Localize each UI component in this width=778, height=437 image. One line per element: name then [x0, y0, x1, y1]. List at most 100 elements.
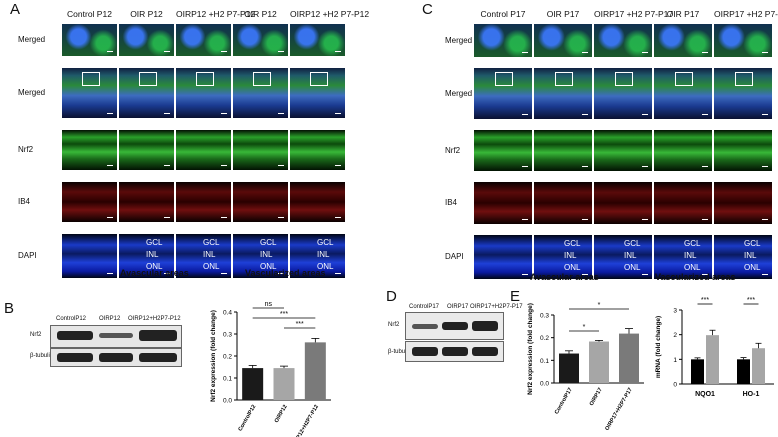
- layer-label-onl: ONL: [744, 263, 761, 272]
- panel-c-micrograph-r5c4: GCL INL ONL: [654, 235, 712, 279]
- blot-d-lane-1: ControlP17: [409, 304, 440, 310]
- layer-label-onl: ONL: [684, 263, 701, 272]
- zoom-box: [309, 72, 328, 86]
- panel-a-label: A: [10, 1, 21, 18]
- chart-b-bar-3: [304, 342, 326, 400]
- panel-c-micrograph-r2c1: [474, 68, 532, 119]
- panel-c-col-header-4: OIR P17: [666, 9, 700, 19]
- blot-b-nrf2-band-1: [57, 331, 93, 340]
- zoom-box: [195, 72, 214, 86]
- chart-e1-y-tick-label: 0.1: [540, 358, 549, 365]
- panel-c-micrograph-r5c5: GCL INL ONL: [714, 235, 772, 279]
- scale-bar: [642, 51, 648, 53]
- blot-b-label-tubulin: β-tubulin: [30, 353, 54, 359]
- chart-b-bar-2: [273, 368, 295, 400]
- chart-e2-y-axis-label: mRNA (fold change): [655, 316, 662, 378]
- scale-bar: [582, 218, 588, 220]
- chart-e2-x-tick-label: HO-1: [743, 391, 760, 398]
- layer-label-inl: INL: [146, 250, 159, 259]
- panel-a-micrograph-r5c2: GCL INL ONL: [119, 234, 174, 278]
- panel-a-col-header-4: OIR P12: [244, 9, 277, 19]
- panel-c-micrograph-r2c4: [654, 68, 712, 119]
- panel-c-micrograph-r1c4: [654, 24, 712, 57]
- panel-a-micrograph-r4c2: [119, 182, 174, 222]
- layer-label-gcl: GCL: [146, 238, 163, 247]
- scale-bar: [221, 50, 227, 52]
- panel-c-row-label-1: Merged: [445, 35, 473, 45]
- scale-bar: [107, 50, 113, 52]
- chart-e1-y-tick-label: 0.0: [540, 381, 549, 388]
- blot-b-tub-band-3: [139, 353, 177, 362]
- panel-c-col-header-5: OIRP17 +H2 P7-P17: [714, 9, 778, 19]
- panel-a-micrograph-r5c3: GCL INL ONL: [176, 234, 231, 278]
- chart-e1-y-axis-label: Nrf2 expression (fold change): [527, 303, 534, 395]
- panel-a-micrograph-r4c5: [290, 182, 345, 222]
- panel-c-label: C: [422, 1, 433, 18]
- scale-bar: [702, 51, 708, 53]
- panel-d-label: D: [386, 288, 397, 305]
- panel-a-micrograph-r4c1: [62, 182, 117, 222]
- panel-c-micrograph-r2c3: [594, 68, 652, 119]
- panel-a-col-header-2: OIR P12: [130, 9, 163, 19]
- layer-label-onl: ONL: [260, 262, 277, 271]
- panel-a-micrograph-r5c5: GCL INL ONL: [290, 234, 345, 278]
- blot-b-nrf2-band-3: [139, 330, 177, 341]
- panel-a-micrograph-r3c3: [176, 130, 231, 170]
- blot-d-tub-band-2: [442, 347, 468, 356]
- blot-b-tub-band-1: [57, 353, 93, 362]
- scale-bar: [107, 112, 113, 114]
- layer-label-gcl: GCL: [203, 238, 220, 247]
- panel-c-micrograph-r3c3: [594, 130, 652, 171]
- panel-c-vascularized-label: Vascularized areas: [655, 272, 736, 282]
- chart-e1-x-tick-label: OIRP17+H2P7-P17: [604, 387, 633, 432]
- chart-b-y-tick-label: 0.2: [223, 354, 232, 361]
- scale-bar: [582, 51, 588, 53]
- chart-b-y-tick-label: 0.4: [223, 310, 232, 317]
- chart-b-sig-label: ***: [296, 321, 304, 328]
- chart-e1-bar-1: [559, 353, 579, 383]
- scale-bar: [335, 50, 341, 52]
- panel-a-row-label-2: Merged: [18, 88, 46, 97]
- scale-bar: [582, 165, 588, 167]
- panel-c-micrograph-r3c2: [534, 130, 592, 171]
- panel-a-row-label-4: IB4: [18, 197, 31, 206]
- panel-a-micrograph-r1c2: [119, 24, 174, 56]
- panel-c-micrograph-r1c3: [594, 24, 652, 57]
- panel-c-avascular-label: Avascular areas: [530, 272, 599, 282]
- panel-a-row-label-3: Nrf2: [18, 145, 34, 154]
- blot-d-nrf2-band-3: [472, 321, 498, 331]
- panel-a-micrograph-r1c5: [290, 24, 345, 56]
- chart-e1-x-tick-label: ControlP17: [554, 387, 574, 415]
- layer-label-inl: INL: [564, 251, 577, 260]
- panel-c-row-label-4: IB4: [445, 198, 458, 207]
- zoom-box: [555, 72, 573, 86]
- scale-bar: [278, 164, 284, 166]
- chart-e1-bar-2: [589, 341, 609, 383]
- blot-d-tub-band-3: [472, 347, 498, 356]
- panel-a-micrograph-r4c4: [233, 182, 288, 222]
- scale-bar: [522, 113, 528, 115]
- blot-d-label-nrf2: Nrf2: [388, 322, 400, 328]
- panel-b-chart: 0.0 0.1 0.2 0.3 0.4 Nrf2 expression (fold cha…: [210, 301, 331, 437]
- panel-e-chart-nrf2: 0.0 0.1 0.2 0.3 Nrf2 expression (fold change…: [527, 302, 644, 432]
- scale-bar: [278, 216, 284, 218]
- panel-a-col-header-5: OIRP12 +H2 P7-P12: [290, 9, 370, 19]
- chart-e2-y-tick-label: 3: [673, 308, 677, 315]
- panel-a-row-label-5: DAPI: [18, 251, 37, 260]
- panel-c-micrograph-r5c1: [474, 235, 532, 279]
- zoom-box: [495, 72, 513, 86]
- layer-label-gcl: GCL: [624, 239, 641, 248]
- blot-d-tub-band-1: [412, 347, 438, 356]
- scale-bar: [702, 165, 708, 167]
- layer-label-inl: INL: [744, 251, 757, 260]
- panel-c-micrograph-r4c3: [594, 182, 652, 224]
- chart-e2-bar-nqo1-2: [706, 335, 719, 384]
- zoom-box: [675, 72, 693, 86]
- panel-c-micrograph-r2c5: [714, 68, 772, 119]
- panel-c-micrograph-r3c1: [474, 130, 532, 171]
- blot-d-tubulin: [405, 341, 504, 362]
- panel-a-avascular-label: Avascular areas: [120, 268, 189, 278]
- panel-a-row-label-1: Merged: [18, 35, 46, 44]
- panel-c-row-label-2: Merged: [445, 88, 473, 98]
- scale-bar: [107, 272, 113, 274]
